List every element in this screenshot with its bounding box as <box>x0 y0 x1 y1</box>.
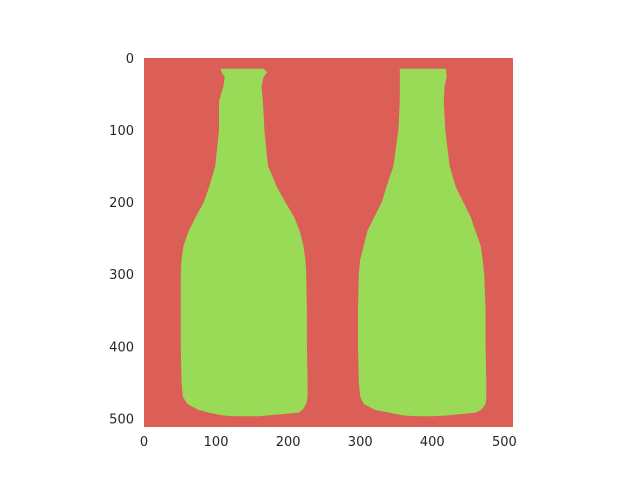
x-tick-label: 100 <box>204 435 229 450</box>
x-tick-label: 0 <box>140 435 148 450</box>
x-tick-label: 300 <box>348 435 373 450</box>
x-axis-ticks: 0 100 200 300 400 500 <box>140 435 517 450</box>
y-tick-label: 0 <box>126 52 134 67</box>
bottle-region-1 <box>180 68 308 417</box>
bottle-region-2 <box>358 68 487 417</box>
y-tick-label: 300 <box>109 268 134 283</box>
y-tick-label: 200 <box>109 196 134 211</box>
y-axis-ticks: 0 100 200 300 400 500 <box>109 52 134 427</box>
x-tick-label: 500 <box>492 435 517 450</box>
plot-area <box>144 58 513 427</box>
y-tick-label: 500 <box>109 412 134 427</box>
x-tick-label: 200 <box>276 435 301 450</box>
y-tick-label: 400 <box>109 340 134 355</box>
x-tick-label: 400 <box>420 435 445 450</box>
heatmap-regions <box>180 68 487 417</box>
y-tick-label: 100 <box>109 124 134 139</box>
